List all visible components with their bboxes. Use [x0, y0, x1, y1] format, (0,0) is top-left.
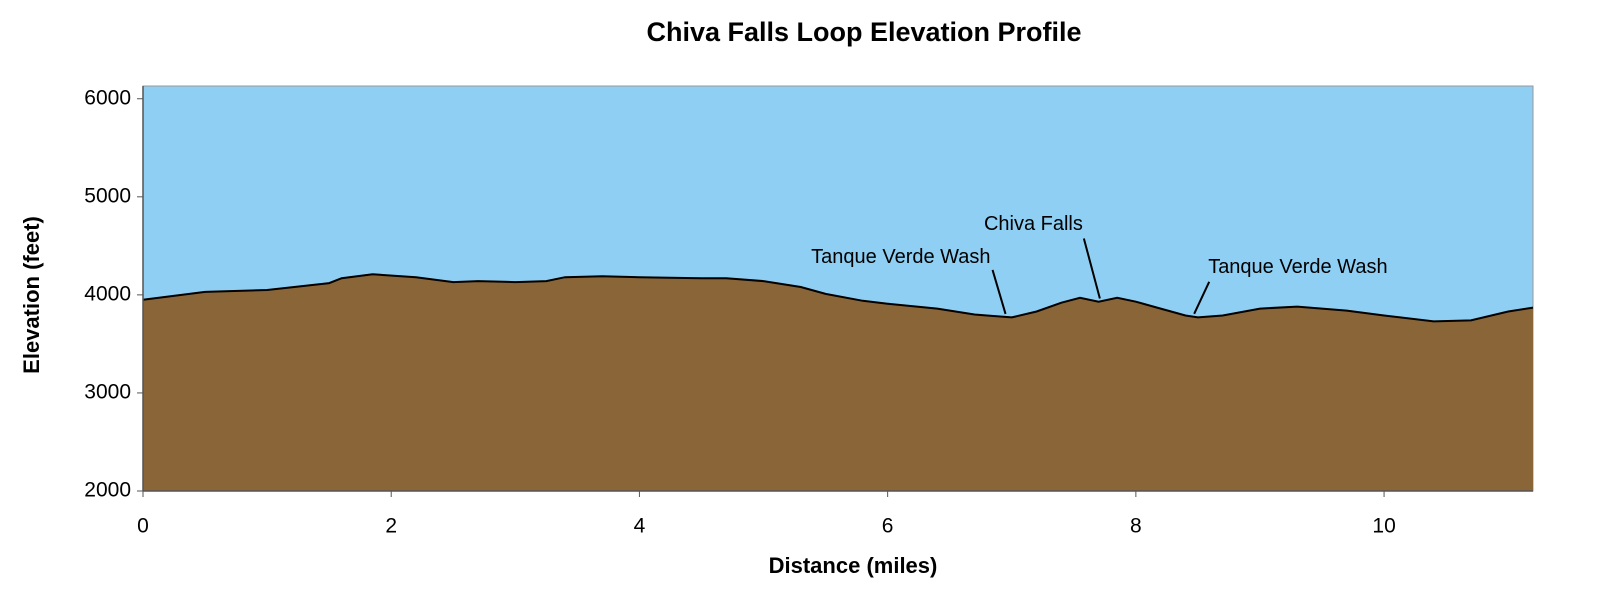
- x-tick-label: 2: [385, 515, 397, 538]
- annotation-leader: [991, 269, 1007, 315]
- y-tick-label: 4000: [84, 282, 131, 305]
- terrain-area: [143, 274, 1533, 491]
- terrain-line: [142, 273, 1534, 323]
- x-tick-label: 4: [634, 515, 646, 538]
- annotation-label: Chiva Falls: [984, 213, 1083, 235]
- x-tick-label: 8: [1130, 515, 1142, 538]
- annotation-leader: [1082, 238, 1101, 299]
- annotation-label: Tanque Verde Wash: [811, 246, 990, 268]
- y-tick-label: 2000: [84, 479, 131, 502]
- y-tick-label: 5000: [84, 184, 131, 207]
- y-tick-label: 6000: [84, 86, 131, 109]
- x-tick-label: 6: [882, 515, 894, 538]
- x-tick-label: 0: [137, 515, 149, 538]
- x-axis-title: Distance (miles): [769, 553, 938, 578]
- y-tick-label: 3000: [84, 380, 131, 403]
- annotation-label: Tanque Verde Wash: [1208, 256, 1387, 278]
- x-tick-label: 10: [1372, 515, 1395, 538]
- annotation-leader: [1193, 281, 1211, 315]
- chart-title: Chiva Falls Loop Elevation Profile: [646, 17, 1081, 47]
- y-axis-title: Elevation (feet): [19, 216, 44, 374]
